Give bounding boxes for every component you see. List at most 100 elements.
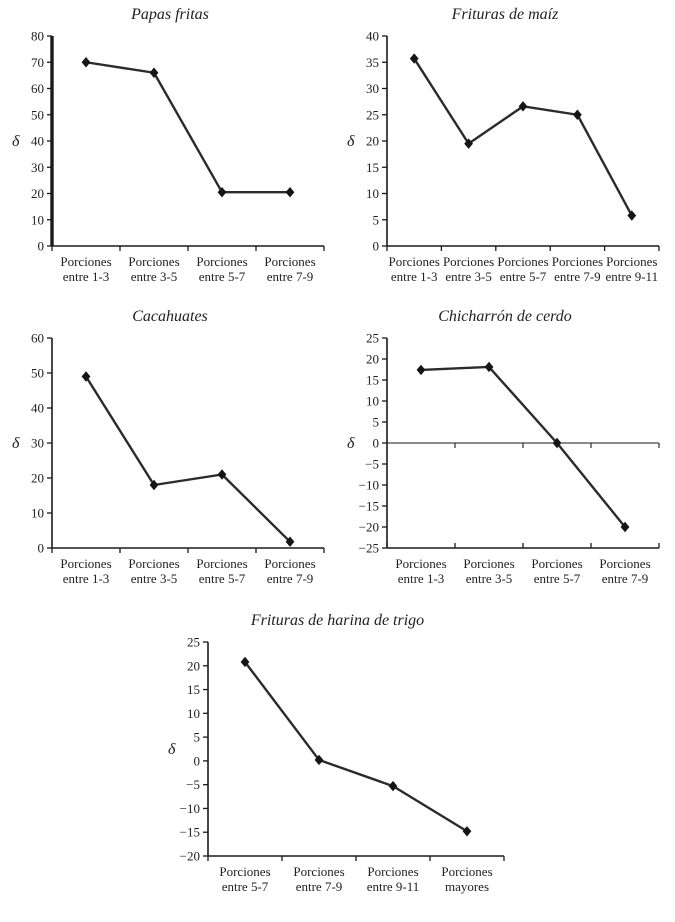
y-tick-label: 50 [31, 107, 44, 122]
y-tick-label: −15 [179, 825, 199, 840]
y-tick-label: 10 [31, 212, 44, 227]
x-category-label: Porciones entre 7-9 [264, 556, 315, 586]
x-category-label: Porciones entre 9-11 [366, 864, 419, 894]
y-tick-label: 30 [31, 160, 44, 175]
data-point-marker [285, 536, 295, 547]
x-category-label: Porciones entre 1-3 [389, 254, 440, 284]
y-tick-label: −5 [186, 777, 200, 792]
data-line [243, 660, 468, 833]
data-point-marker [149, 479, 159, 491]
data-point-marker [620, 521, 630, 533]
x-category-label: Porciones entre 7-9 [293, 864, 344, 894]
x-category-label: Porciones entre 5-7 [219, 864, 270, 894]
y-tick-label: 0 [38, 541, 45, 556]
x-category-label: Porciones entre 3-5 [463, 556, 514, 586]
x-category-label: Porciones mayores [441, 864, 492, 894]
y-axis-label: δ [168, 741, 176, 758]
y-tick-label: 0 [38, 239, 45, 254]
chart-title-cacahuates: Cacahuates [132, 308, 208, 325]
x-category-label: Porciones entre 7-9 [599, 556, 650, 586]
chart-frituras-de-harina-de-trigo: Frituras de harina de trigo −20 −15 −10 −5 0… [162, 610, 514, 908]
chart-title-frituras-de-maiz: Frituras de maíz [451, 6, 559, 23]
x-category-label: Porciones entre 1-3 [60, 254, 111, 284]
y-tick-label: 15 [187, 682, 200, 697]
y-tick-label: 15 [366, 373, 379, 388]
x-category-label: Porciones entre 5-7 [531, 556, 582, 586]
y-tick-label: 20 [31, 186, 44, 201]
data-point-marker [217, 186, 227, 198]
data-point-marker [464, 138, 473, 149]
data-point-marker [217, 469, 227, 480]
x-category-label: Porciones entre 7-9 [552, 254, 603, 284]
x-category-label: Porciones entre 5-7 [196, 556, 247, 586]
x-category-label: Porciones entre 9-11 [606, 254, 659, 284]
chart-title-frituras-de-harina-de-trigo: Frituras de harina de trigo [250, 612, 425, 629]
chart-cacahuates: Cacahuates 0 10 20 30 40 50 60 δ Porciones entre … [6, 306, 334, 600]
data-line [84, 375, 292, 543]
data-line [419, 365, 627, 529]
y-tick-label: −20 [179, 849, 199, 864]
chart-frituras-de-maiz: Frituras de maíz 0 5 10 15 20 25 30 35 40 δ Porcio… [341, 4, 669, 298]
y-tick-label: −10 [359, 478, 379, 493]
line-plot-chicharron-de-cerdo: −25 −20 −15 −10 −5 0 5 10 15 20 25 δ Porciones entre … [347, 331, 660, 586]
charts-row-1: Papas fritas 0 10 20 30 40 50 60 70 80 δ Porciones… [6, 4, 669, 298]
y-tick-label: 25 [187, 635, 200, 650]
y-tick-label: 10 [187, 706, 200, 721]
y-tick-label: 20 [187, 658, 200, 673]
y-axis-label: δ [347, 133, 355, 150]
data-point-marker [518, 101, 528, 112]
x-category-label: Porciones entre 1-3 [60, 556, 111, 586]
charts-row-3: Frituras de harina de trigo −20 −15 −10 −5 0… [6, 610, 669, 908]
y-tick-label: 5 [193, 730, 200, 745]
data-point-marker [388, 780, 397, 792]
y-tick-label: 5 [373, 415, 380, 430]
x-category-label: Porciones entre 1-3 [395, 556, 446, 586]
y-tick-label: −20 [359, 520, 379, 535]
data-point-marker [409, 53, 419, 64]
y-tick-label: 40 [31, 134, 44, 149]
y-tick-label: 70 [31, 55, 44, 70]
data-line [84, 61, 292, 194]
y-tick-label: 25 [366, 107, 379, 122]
chart-title-chicharron-de-cerdo: Chicharrón de cerdo [438, 308, 572, 325]
y-tick-label: 20 [366, 352, 379, 367]
data-point-marker [149, 67, 159, 78]
x-category-label: Porciones entre 7-9 [264, 254, 315, 284]
y-tick-label: 5 [373, 212, 380, 227]
y-tick-label: −10 [179, 801, 199, 816]
chart-title-papas-fritas: Papas fritas [131, 6, 209, 23]
data-line [412, 57, 633, 217]
y-tick-label: 50 [31, 366, 44, 381]
data-point-marker [462, 826, 471, 837]
y-tick-label: 10 [31, 506, 44, 521]
data-point-marker [285, 186, 295, 198]
y-tick-label: 60 [31, 81, 44, 96]
x-category-label: Porciones entre 3-5 [128, 254, 179, 284]
data-point-marker [573, 109, 582, 120]
y-tick-label: 20 [31, 471, 44, 486]
y-tick-label: 10 [366, 186, 379, 201]
y-tick-label: 60 [31, 331, 44, 346]
y-tick-label: 30 [366, 81, 379, 96]
data-point-marker [416, 364, 426, 376]
y-tick-label: −25 [359, 541, 379, 556]
chart-chicharron-de-cerdo: Chicharrón de cerdo −25 −20 −15 −10 −5 0 5 10 15… [341, 306, 669, 600]
x-category-label: Porciones entre 5-7 [497, 254, 548, 284]
y-tick-label: 0 [193, 753, 200, 768]
y-tick-label: 0 [373, 239, 380, 254]
data-point-marker [627, 210, 637, 221]
y-tick-label: 35 [366, 55, 379, 70]
line-plot-papas-fritas: 0 10 20 30 40 50 60 70 80 δ Porciones entre 1-3 Porc… [12, 29, 325, 284]
data-point-marker [552, 437, 562, 449]
y-axis-label: δ [347, 435, 355, 452]
line-plot-cacahuates: 0 10 20 30 40 50 60 δ Porciones entre 1-3 Porcione… [12, 331, 325, 586]
y-tick-label: 20 [366, 134, 379, 149]
y-axis-label: δ [12, 133, 20, 150]
y-tick-label: −15 [359, 499, 379, 514]
line-plot-frituras-de-harina-de-trigo: −20 −15 −10 −5 0 5 10 15 20 25 δ Porciones entre 5-7… [168, 635, 505, 894]
y-tick-label: 30 [31, 436, 44, 451]
y-tick-label: 10 [366, 394, 379, 409]
y-tick-label: 15 [366, 160, 379, 175]
